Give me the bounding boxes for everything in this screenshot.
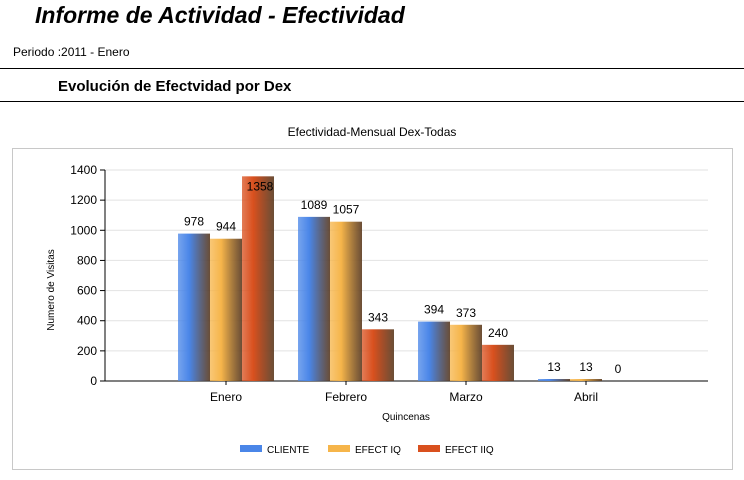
bar-efect-iiq bbox=[242, 176, 274, 381]
legend-swatch bbox=[240, 445, 262, 452]
y-tick-label: 200 bbox=[77, 344, 97, 358]
bar-efect-iiq bbox=[362, 329, 394, 381]
y-tick-label: 800 bbox=[77, 253, 97, 267]
x-tick-label: Abril bbox=[574, 390, 598, 404]
bar-efect-iq bbox=[450, 324, 482, 381]
legend-label: CLIENTE bbox=[267, 445, 310, 456]
legend-label: EFECT IQ bbox=[355, 445, 401, 456]
chart-frame bbox=[12, 148, 733, 470]
data-label: 13 bbox=[579, 360, 593, 374]
bar-efect-iq bbox=[330, 221, 362, 381]
bar-efect-iiq bbox=[482, 344, 514, 381]
data-label: 373 bbox=[456, 306, 476, 320]
x-tick-label: Enero bbox=[210, 390, 242, 404]
data-labels: 978 944 1358 1089 1057 343 394 373 240 13 13 0 bbox=[184, 179, 622, 376]
bar-cliente bbox=[418, 321, 450, 381]
y-tick-label: 1400 bbox=[70, 163, 97, 177]
x-tick-label: Febrero bbox=[325, 390, 367, 404]
legend-label: EFECT IIQ bbox=[445, 445, 494, 456]
header-divider-top bbox=[0, 68, 744, 69]
y-axis-title: Numero de Visitas bbox=[46, 249, 57, 331]
data-label: 1358 bbox=[247, 179, 274, 193]
legend-swatch bbox=[418, 445, 440, 452]
data-label: 343 bbox=[368, 310, 388, 324]
chart-title: Efectividad-Mensual Dex-Todas bbox=[287, 125, 457, 139]
data-label: 394 bbox=[424, 303, 444, 317]
y-tick-label: 1200 bbox=[70, 193, 97, 207]
data-label: 0 bbox=[615, 362, 622, 376]
y-tick-label: 1000 bbox=[70, 223, 97, 237]
data-label: 1057 bbox=[333, 203, 360, 217]
x-tick-label: Marzo bbox=[449, 390, 483, 404]
period-label: Periodo :2011 - Enero bbox=[13, 45, 130, 59]
legend-swatch bbox=[328, 445, 350, 452]
data-label: 13 bbox=[547, 360, 561, 374]
section-title: Evolución de Efectvidad por Dex bbox=[58, 78, 292, 95]
legend: CLIENTE EFECT IQ EFECT IIQ bbox=[240, 445, 494, 456]
y-tick-label: 400 bbox=[77, 314, 97, 328]
x-axis-title: Quincenas bbox=[382, 412, 430, 423]
axes: 0 200 400 600 800 1000 1200 1400 Enero Febrero Mar… bbox=[70, 163, 708, 404]
data-label: 944 bbox=[216, 220, 236, 234]
y-tick-label: 0 bbox=[90, 374, 97, 388]
bar-cliente bbox=[538, 379, 570, 381]
y-tick-label: 600 bbox=[77, 284, 97, 298]
bar-cliente bbox=[298, 216, 330, 381]
bar-efect-iq bbox=[570, 379, 602, 381]
data-label: 240 bbox=[488, 326, 508, 340]
data-label: 978 bbox=[184, 215, 204, 229]
data-label: 1089 bbox=[301, 198, 328, 212]
header-divider-bottom bbox=[0, 101, 744, 102]
report-title: Informe de Actividad - Efectividad bbox=[35, 2, 405, 28]
bar-cliente bbox=[178, 233, 210, 381]
bars bbox=[178, 176, 602, 381]
bar-efect-iq bbox=[210, 238, 242, 381]
